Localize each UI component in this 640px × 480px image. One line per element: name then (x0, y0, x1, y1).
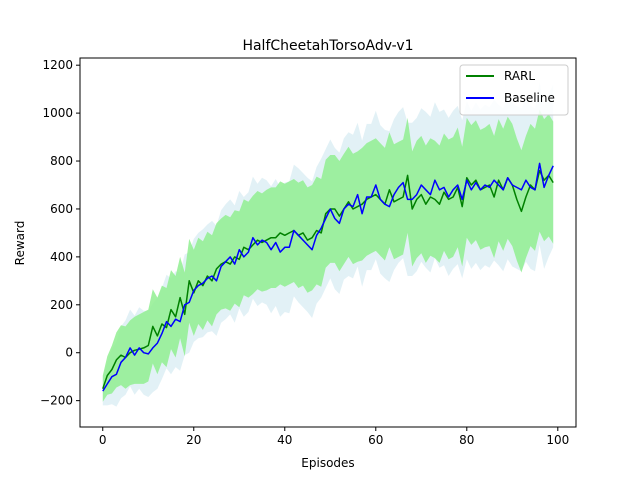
y-tick-label: 200 (50, 298, 73, 312)
y-tick-label: 1000 (42, 106, 73, 120)
x-tick-label: 100 (546, 433, 569, 447)
legend-box (459, 64, 569, 116)
series-lines (102, 162, 554, 392)
y-tick-label: −200 (40, 394, 73, 408)
x-tick-label: 0 (99, 433, 107, 447)
confidence-bands (102, 82, 554, 407)
legend: RARL Baseline (459, 64, 569, 116)
legend-label-baseline: Baseline (504, 91, 555, 105)
y-tick-label: 400 (50, 250, 73, 264)
chart-title: HalfCheetahTorsoAdv-v1 (242, 38, 413, 54)
band-rarl (102, 109, 554, 402)
y-tick-label: 600 (50, 202, 73, 216)
series-line-baseline (102, 162, 554, 392)
y-tick-label: 0 (65, 346, 73, 360)
plot-frame (79, 57, 577, 428)
x-tick-label: 80 (459, 433, 474, 447)
x-tick-label: 20 (186, 433, 201, 447)
x-axis-ticks: 0 20 40 60 80 100 (99, 427, 569, 447)
y-tick-label: 800 (50, 154, 73, 168)
x-tick-label: 60 (368, 433, 383, 447)
x-axis-label: Episodes (301, 456, 354, 470)
x-tick-label: 40 (277, 433, 292, 447)
legend-label-rarl: RARL (504, 69, 535, 83)
y-tick-label: 1200 (42, 58, 73, 72)
y-axis-ticks: −200 0 200 400 600 800 1000 1200 (40, 58, 80, 408)
y-axis-label: Reward (13, 221, 27, 266)
